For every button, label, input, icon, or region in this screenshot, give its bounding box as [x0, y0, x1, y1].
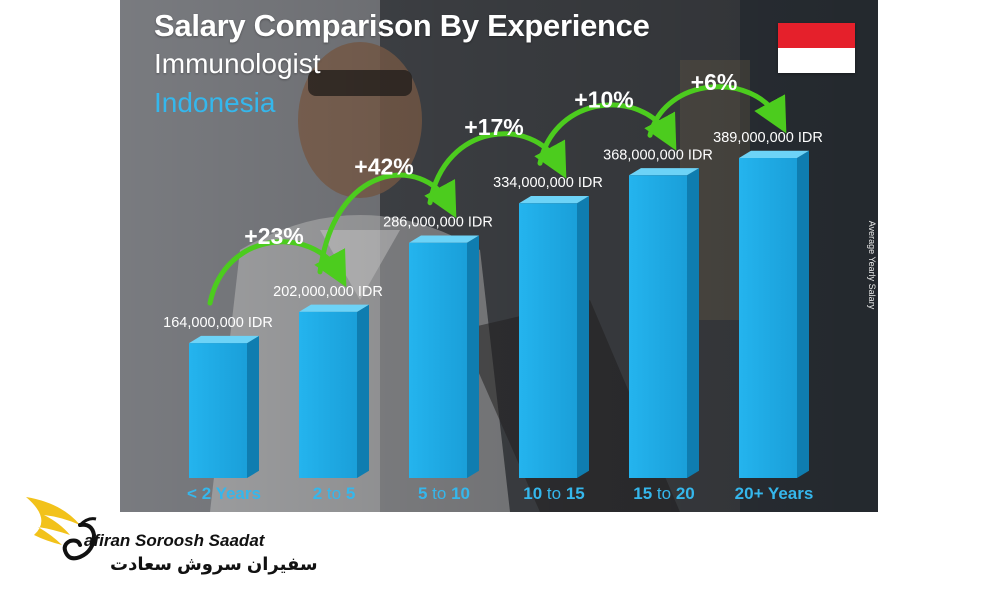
bar: [739, 150, 809, 479]
category-text: < 2 Years: [187, 484, 261, 503]
category-from: 2: [313, 484, 322, 503]
bar: [519, 196, 589, 479]
category-to: 15: [566, 484, 585, 503]
bar: [409, 235, 479, 478]
bar-side: [687, 168, 699, 478]
value-label: 202,000,000 IDR: [273, 284, 383, 300]
category-from: 5: [418, 484, 427, 503]
bar-front: [519, 203, 577, 479]
category-label: 20+ Years: [735, 484, 814, 503]
category-to: 20: [676, 484, 695, 503]
growth-arrow: [207, 239, 347, 306]
category-label: 5 to 10: [418, 484, 470, 503]
bar-side: [467, 235, 479, 478]
value-label: 164,000,000 IDR: [163, 315, 273, 331]
category-from: 10: [523, 484, 542, 503]
job-title: Immunologist: [154, 48, 321, 79]
category-sep: to: [542, 484, 566, 503]
category-label: < 2 Years: [187, 484, 261, 503]
category-to: 10: [451, 484, 470, 503]
growth-arrow: [427, 131, 567, 206]
percent-change-label: +10%: [574, 86, 633, 112]
bar-top: [739, 150, 809, 158]
bar-top: [189, 335, 259, 344]
bar-front: [629, 175, 687, 478]
indonesia-flag-icon: [778, 23, 855, 73]
logo-brand-persian: سفیران سروش سعادت: [110, 554, 318, 574]
chart-title: Salary Comparison By Experience: [154, 8, 650, 43]
bar-front: [409, 242, 467, 478]
value-label: 286,000,000 IDR: [383, 215, 493, 231]
company-logo: [26, 497, 97, 561]
bar-side: [247, 335, 259, 478]
bar: [629, 168, 699, 478]
category-text: 20+ Years: [735, 484, 814, 503]
category-label: 10 to 15: [523, 484, 584, 503]
bar: [299, 304, 369, 478]
category-label: 15 to 20: [633, 484, 694, 503]
category-label: 2 to 5: [313, 484, 356, 503]
value-label: 389,000,000 IDR: [713, 130, 823, 146]
percent-change-label: +17%: [464, 114, 523, 140]
bar-side: [577, 196, 589, 478]
bar: [189, 335, 259, 478]
value-label: 334,000,000 IDR: [493, 175, 603, 191]
category-from: 15: [633, 484, 652, 503]
bar-front: [299, 311, 357, 478]
country-name: Indonesia: [154, 87, 276, 118]
percent-change-label: +42%: [354, 154, 413, 180]
logo-brand-english: afiran Soroosh Saadat: [84, 531, 265, 550]
bar-side: [797, 150, 809, 479]
bar-front: [189, 343, 247, 478]
flag-white-stripe: [778, 48, 855, 73]
growth-arrow: [647, 84, 787, 138]
bar-top: [409, 235, 479, 243]
category-sep: to: [652, 484, 676, 503]
swan-wing-icon: [26, 497, 97, 561]
bar-top: [299, 304, 369, 312]
category-sep: to: [427, 484, 451, 503]
category-to: 5: [346, 484, 355, 503]
bar-top: [519, 196, 589, 204]
bar-top: [629, 168, 699, 176]
bar-side: [357, 304, 369, 478]
bar-front: [739, 158, 797, 478]
chart-card: Salary Comparison By Experience Immunolo…: [120, 0, 878, 512]
flag-red-stripe: [778, 23, 855, 48]
percent-change-label: +23%: [244, 223, 303, 249]
percent-change-label: +6%: [691, 69, 738, 95]
value-label: 368,000,000 IDR: [603, 147, 713, 163]
category-sep: to: [322, 484, 346, 503]
